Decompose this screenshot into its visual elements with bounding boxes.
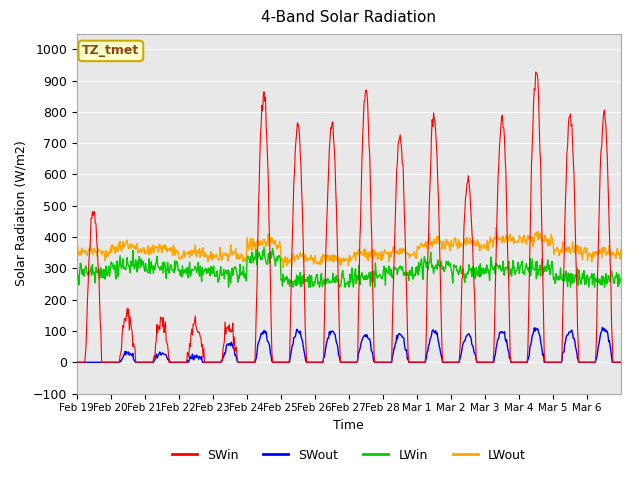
Text: TZ_tmet: TZ_tmet [82, 44, 140, 58]
Title: 4-Band Solar Radiation: 4-Band Solar Radiation [261, 11, 436, 25]
Legend: SWin, SWout, LWin, LWout: SWin, SWout, LWin, LWout [167, 444, 531, 467]
Y-axis label: Solar Radiation (W/m2): Solar Radiation (W/m2) [14, 141, 27, 287]
X-axis label: Time: Time [333, 419, 364, 432]
